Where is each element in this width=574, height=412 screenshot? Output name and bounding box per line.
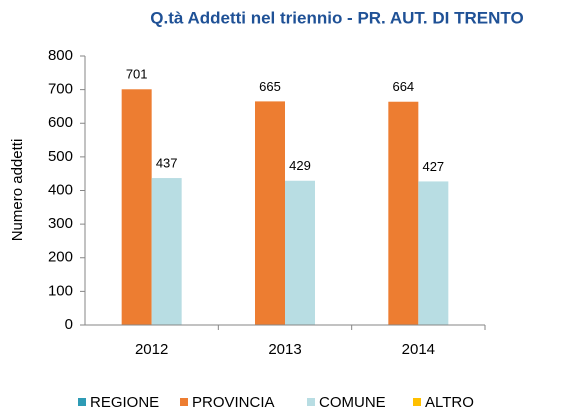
y-tick-label: 600 <box>48 114 73 131</box>
bar <box>418 181 449 325</box>
y-tick-label: 300 <box>48 215 73 232</box>
chart-title: Q.tà Addetti nel triennio - PR. AUT. DI … <box>150 8 523 27</box>
legend-label: REGIONE <box>90 394 159 411</box>
data-label: 437 <box>156 155 178 170</box>
legend-swatch <box>413 398 421 406</box>
bar <box>121 89 152 325</box>
x-tick-label: 2013 <box>268 341 301 358</box>
legend-label: PROVINCIA <box>192 394 275 411</box>
y-tick-label: 200 <box>48 249 73 266</box>
legend-label: ALTRO <box>425 394 474 411</box>
x-tick-label: 2014 <box>402 341 435 358</box>
y-tick-label: 400 <box>48 181 73 198</box>
data-label: 664 <box>392 79 414 94</box>
data-label: 701 <box>126 67 148 82</box>
bar <box>388 101 419 325</box>
bar <box>255 101 285 325</box>
y-tick-label: 0 <box>65 316 73 333</box>
y-axis-label: Numero addetti <box>9 139 26 242</box>
bar <box>151 178 182 325</box>
y-tick-label: 700 <box>48 81 73 98</box>
y-tick-label: 100 <box>48 282 73 299</box>
bar <box>285 180 315 325</box>
y-tick-label: 500 <box>48 148 73 165</box>
data-label: 665 <box>259 79 281 94</box>
legend-swatch <box>78 398 86 406</box>
legend-swatch <box>307 398 315 406</box>
y-tick-label: 800 <box>48 47 73 64</box>
legend-swatch <box>180 398 188 406</box>
data-label: 427 <box>422 159 444 174</box>
x-tick-label: 2012 <box>135 341 168 358</box>
data-label: 429 <box>289 158 311 173</box>
legend-label: COMUNE <box>319 394 386 411</box>
